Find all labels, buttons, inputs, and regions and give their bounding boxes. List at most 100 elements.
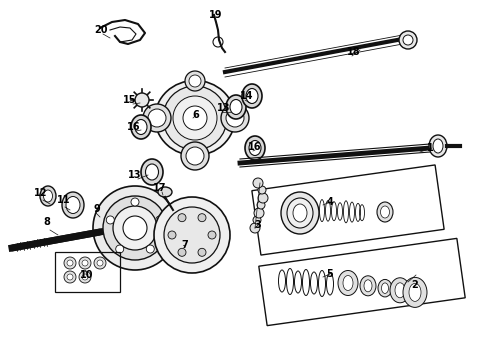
Ellipse shape bbox=[390, 278, 410, 303]
Circle shape bbox=[168, 231, 176, 239]
Text: 19: 19 bbox=[209, 10, 223, 20]
Text: 6: 6 bbox=[193, 110, 199, 120]
Ellipse shape bbox=[246, 89, 258, 104]
Ellipse shape bbox=[230, 99, 242, 114]
Ellipse shape bbox=[381, 206, 390, 218]
Text: 8: 8 bbox=[44, 217, 50, 227]
Circle shape bbox=[97, 260, 103, 266]
Circle shape bbox=[64, 271, 76, 283]
Circle shape bbox=[226, 112, 238, 124]
Circle shape bbox=[253, 216, 261, 224]
Text: 7: 7 bbox=[182, 240, 188, 250]
Text: 16: 16 bbox=[127, 122, 141, 132]
Circle shape bbox=[186, 147, 204, 165]
Circle shape bbox=[258, 193, 268, 203]
Ellipse shape bbox=[155, 81, 235, 156]
Circle shape bbox=[116, 245, 123, 253]
Circle shape bbox=[208, 231, 216, 239]
Circle shape bbox=[178, 248, 186, 256]
Circle shape bbox=[135, 93, 149, 107]
Ellipse shape bbox=[287, 198, 313, 228]
Ellipse shape bbox=[158, 187, 172, 197]
Circle shape bbox=[226, 109, 244, 127]
Ellipse shape bbox=[249, 140, 261, 156]
Circle shape bbox=[257, 201, 265, 209]
Circle shape bbox=[143, 104, 171, 132]
Circle shape bbox=[113, 206, 157, 250]
Circle shape bbox=[163, 86, 227, 150]
Text: 4: 4 bbox=[327, 197, 333, 207]
Ellipse shape bbox=[433, 139, 443, 153]
Circle shape bbox=[79, 271, 91, 283]
Circle shape bbox=[82, 260, 88, 266]
Circle shape bbox=[258, 186, 266, 194]
Circle shape bbox=[253, 178, 263, 188]
Circle shape bbox=[147, 245, 154, 253]
Text: 15: 15 bbox=[123, 95, 137, 105]
Circle shape bbox=[156, 216, 164, 224]
Circle shape bbox=[189, 149, 201, 161]
Ellipse shape bbox=[44, 190, 52, 202]
Ellipse shape bbox=[377, 202, 393, 222]
Circle shape bbox=[185, 71, 205, 91]
Text: 11: 11 bbox=[57, 195, 71, 205]
Ellipse shape bbox=[245, 136, 265, 160]
Text: 5: 5 bbox=[327, 269, 333, 279]
Circle shape bbox=[221, 104, 249, 132]
Ellipse shape bbox=[40, 186, 56, 206]
Circle shape bbox=[222, 108, 242, 128]
Circle shape bbox=[173, 96, 217, 140]
Circle shape bbox=[198, 248, 206, 256]
Text: 12: 12 bbox=[34, 188, 48, 198]
Circle shape bbox=[103, 196, 167, 260]
Ellipse shape bbox=[66, 197, 80, 213]
Circle shape bbox=[154, 197, 230, 273]
Circle shape bbox=[189, 75, 201, 87]
Circle shape bbox=[181, 142, 209, 170]
Text: 18: 18 bbox=[347, 47, 361, 57]
Circle shape bbox=[152, 112, 164, 124]
Circle shape bbox=[93, 186, 177, 270]
Ellipse shape bbox=[395, 283, 405, 298]
Ellipse shape bbox=[382, 283, 389, 293]
Circle shape bbox=[198, 214, 206, 222]
Ellipse shape bbox=[141, 159, 163, 185]
Ellipse shape bbox=[135, 120, 147, 135]
Circle shape bbox=[250, 223, 260, 233]
Circle shape bbox=[254, 208, 264, 218]
Ellipse shape bbox=[293, 204, 307, 222]
Circle shape bbox=[399, 31, 417, 49]
Circle shape bbox=[67, 274, 73, 280]
Circle shape bbox=[148, 108, 168, 128]
Ellipse shape bbox=[242, 84, 262, 108]
Text: 10: 10 bbox=[80, 270, 94, 280]
Text: 13: 13 bbox=[217, 103, 231, 113]
Circle shape bbox=[183, 106, 207, 130]
Circle shape bbox=[403, 35, 413, 45]
Text: 13: 13 bbox=[128, 170, 142, 180]
Ellipse shape bbox=[146, 164, 158, 180]
Circle shape bbox=[185, 145, 205, 165]
Ellipse shape bbox=[226, 95, 246, 119]
Circle shape bbox=[94, 257, 106, 269]
Ellipse shape bbox=[360, 276, 376, 296]
Text: 14: 14 bbox=[240, 91, 254, 101]
Circle shape bbox=[131, 198, 139, 206]
Text: 3: 3 bbox=[255, 220, 261, 230]
Text: 1: 1 bbox=[427, 143, 433, 153]
Ellipse shape bbox=[338, 270, 358, 296]
Ellipse shape bbox=[343, 275, 353, 291]
Ellipse shape bbox=[378, 279, 392, 297]
Circle shape bbox=[106, 216, 114, 224]
Ellipse shape bbox=[364, 280, 372, 292]
Text: 2: 2 bbox=[412, 280, 418, 290]
Circle shape bbox=[164, 207, 220, 263]
Text: 9: 9 bbox=[94, 204, 100, 214]
Text: 16: 16 bbox=[248, 142, 262, 152]
Bar bbox=[55, 252, 120, 292]
Circle shape bbox=[67, 260, 73, 266]
Circle shape bbox=[82, 274, 88, 280]
Circle shape bbox=[79, 257, 91, 269]
Ellipse shape bbox=[62, 192, 84, 218]
Ellipse shape bbox=[281, 192, 319, 234]
